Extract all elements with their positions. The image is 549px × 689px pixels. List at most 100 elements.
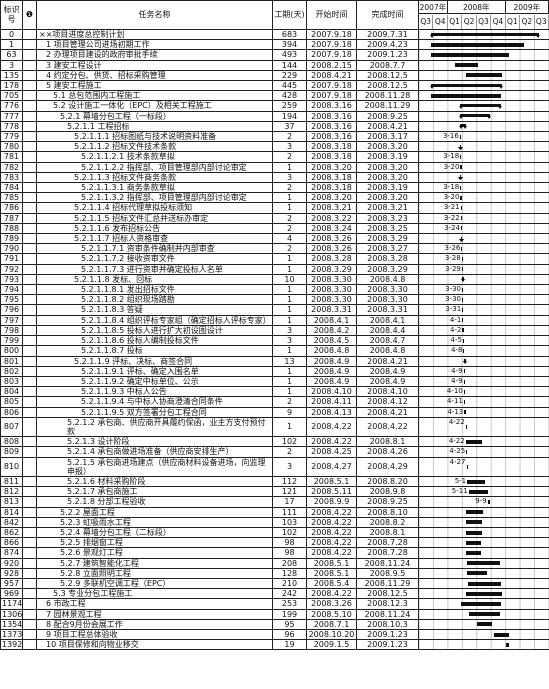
task-duration: 128 [272, 567, 307, 579]
task-id: 777 [0, 110, 23, 122]
gantt-bar [467, 571, 488, 576]
task-end: 2008.3.30 [356, 284, 419, 296]
task-end: 2008.4.10 [356, 386, 419, 398]
quarter-label: Q2 [462, 15, 477, 29]
task-id: 0 [0, 28, 23, 41]
bar-label: 3-29 [444, 264, 461, 273]
gantt-cell [418, 39, 549, 51]
task-row: 795 5.2.1.1.8.2 组织现场踏勘 1 2008.3.30 2008.3.30… [0, 294, 549, 306]
task-name: 5.2.1.3 设计阶段 [36, 436, 273, 448]
task-duration: 2 [272, 151, 307, 163]
task-id: 809 [0, 446, 23, 458]
task-duration: 2 [272, 222, 307, 235]
gantt-cell: 4-9 [418, 365, 549, 377]
gantt-bar [465, 73, 502, 78]
task-row: 928 5.2.8 立面照明工程 128 2008.5.1 2008.9.5 [0, 567, 549, 579]
task-row: 779 5.2.1.1.1 招标图纸与技术说明资料准备 2 2008.3.16 2008… [0, 131, 549, 143]
task-end: 2008.7.7 [356, 59, 419, 71]
gantt-cell [418, 598, 549, 610]
task-row: 787 5.2.1.1.5 招标文件汇总并送标办审定 2 2008.3.22 2008.… [0, 212, 549, 224]
quarter-label: Q1 [448, 15, 463, 29]
task-row: 969 5.3 专业分包工程施工 242 2008.4.22 2008.12.5 [0, 588, 549, 600]
task-row: 805 5.2.1.1.9.4 与中标人协商澄清合同条件 2 2008.4.11 200… [0, 396, 549, 408]
task-duration: 103 [272, 516, 307, 528]
task-duration: 3 [272, 335, 307, 347]
task-row: 957 5.2.9 多联机空调工程（EPC） 210 2008.5.4 2008.11.… [0, 577, 549, 590]
gantt-cell: 4-2 [418, 324, 549, 337]
task-name: 5.2.1.8 分部工程验收 [36, 496, 273, 508]
task-end: 2009.7.31 [356, 28, 419, 41]
task-end: 2009.4.23 [356, 39, 419, 51]
task-end: 2008.3.17 [356, 131, 419, 143]
task-duration: 121 [272, 486, 307, 498]
task-end: 2008.9.5 [356, 567, 419, 579]
bar-label: 4-25 [449, 447, 466, 456]
task-end: 2008.3.20 [356, 141, 419, 153]
task-name: 5.2.1.1.8.2 组织现场踏勘 [36, 294, 273, 306]
task-indicator [22, 557, 37, 569]
indicator-header: ❶ [22, 0, 37, 30]
task-name: 5.2.1.1 工程招标 [36, 120, 273, 133]
task-end: 2008.3.20 [356, 192, 419, 204]
task-duration: 1 [272, 294, 307, 306]
bar-label: 3-22 [443, 213, 460, 222]
task-name: 1 项目管理公司进场初期工作 [36, 39, 273, 51]
task-indicator [22, 233, 37, 245]
task-id: 866 [0, 537, 23, 549]
task-name: 5.2.1.1.7.2 接收资审文件 [36, 253, 273, 265]
task-name: 5.2.1.1.8.6 投标人编制投标文件 [36, 335, 273, 347]
task-start: 2008.4.11 [306, 396, 357, 408]
task-id: 793 [0, 273, 23, 286]
task-end: 2008.9.25 [356, 496, 419, 508]
gantt-cell [418, 577, 549, 590]
task-duration: 2 [272, 396, 307, 408]
task-end: 2008.4.21 [356, 355, 419, 367]
task-id: 784 [0, 182, 23, 194]
task-start: 2008.5.1 [306, 557, 357, 569]
task-end: 2008.3.19 [356, 182, 419, 194]
task-duration: 394 [272, 39, 307, 51]
gantt-bar [430, 83, 503, 89]
task-start: 2008.3.18 [306, 151, 357, 163]
gantt-cell: 3-26 [418, 243, 549, 255]
task-name: 5.2.1.1.3.1 商务条款草拟 [36, 182, 273, 194]
bar-label: 9-9 [475, 497, 487, 506]
task-row: 801 5.2.1.1.9 评标、决标、商签合同 13 2008.4.9 2008.4.… [0, 355, 549, 367]
gantt-bar [462, 318, 464, 323]
task-end: 2008.4.12 [356, 396, 419, 408]
gantt-cell [418, 49, 549, 61]
task-row: 803 5.2.1.1.9.2 确定中标单位、公示 1 2008.4.9 2008.4.… [0, 375, 549, 388]
bar-label: 3-30 [445, 295, 462, 304]
gantt-cell [418, 618, 549, 630]
task-indicator [22, 59, 37, 71]
task-row: 778 5.2.1.1 工程招标 37 2008.3.16 2008.4.21 [0, 120, 549, 133]
task-end: 2008.4.1 [356, 314, 419, 326]
task-row: 1306 7 园林景观工程 199 2008.5.10 2008.11.24 [0, 608, 549, 620]
task-end: 2008.3.21 [356, 202, 419, 214]
task-end: 2008.4.9 [356, 365, 419, 377]
task-name: 5.2.1.1.9 评标、决标、商签合同 [36, 355, 273, 367]
gantt-bar [468, 612, 500, 617]
task-id: 802 [0, 365, 23, 377]
gantt-cell: 3-30 [418, 284, 549, 296]
task-row: 788 5.2.1.1.6 发布招标公告 2 2008.3.24 2008.3.25 3-… [0, 222, 549, 235]
task-duration: 2 [272, 182, 307, 194]
task-start: 2008.3.18 [306, 182, 357, 194]
task-row: 808 5.2.1.3 设计阶段 102 2008.4.22 2008.8.1 4-22 [0, 436, 549, 448]
task-duration: 2 [272, 131, 307, 143]
task-name: 7 园林景观工程 [36, 608, 273, 620]
task-name: 5.2.1.1.8.7 投标 [36, 345, 273, 357]
task-end: 2009.1.23 [356, 49, 419, 61]
task-start: 2008.3.18 [306, 171, 357, 184]
task-indicator [22, 496, 37, 508]
quarter-label: Q4 [433, 15, 448, 29]
gantt-cell: 3-24 [418, 222, 549, 235]
task-name: 5.2.1.2 承包商、供应商开具履约保函，业主方支付预付款 [36, 416, 273, 438]
task-row: 920 5.2.7 建筑智能化工程 208 2008.5.1 2008.11.24 [0, 557, 549, 569]
gantt-cell: 3-21 [418, 202, 549, 214]
task-name: 2 办理项目建设的政府审批手续 [36, 49, 273, 61]
task-duration: 1 [272, 365, 307, 377]
bar-label: 4-27 [449, 457, 466, 466]
task-duration: 111 [272, 506, 307, 518]
gantt-cell: 5-1 [418, 475, 549, 488]
